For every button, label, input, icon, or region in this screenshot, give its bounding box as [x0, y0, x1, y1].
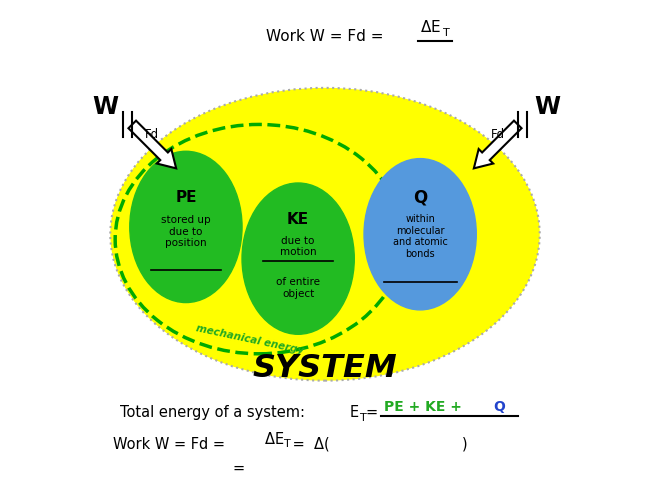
Text: =: = [365, 405, 377, 420]
FancyArrow shape [474, 121, 521, 168]
Text: KE: KE [287, 212, 309, 227]
Text: T: T [443, 28, 450, 38]
Text: Work W = Fd =: Work W = Fd = [112, 437, 225, 451]
Text: of entire
object: of entire object [276, 277, 320, 299]
Text: due to
motion: due to motion [280, 236, 317, 257]
Ellipse shape [364, 159, 476, 310]
Text: stored up
due to
position: stored up due to position [161, 215, 211, 248]
Ellipse shape [111, 88, 540, 381]
Text: within
molecular
and atomic
bonds: within molecular and atomic bonds [393, 214, 448, 259]
Ellipse shape [242, 183, 354, 334]
FancyArrow shape [129, 121, 176, 168]
Text: Fd: Fd [491, 128, 505, 141]
Text: =  Δ(: = Δ( [289, 437, 330, 451]
Text: T: T [359, 413, 367, 423]
Text: Fd: Fd [145, 128, 159, 141]
Text: SYSTEM: SYSTEM [253, 353, 397, 384]
Text: $\Delta$E: $\Delta$E [264, 431, 284, 447]
Text: Q: Q [493, 400, 505, 413]
Text: =: = [232, 461, 244, 476]
Text: W: W [534, 95, 560, 120]
Text: PE: PE [175, 190, 197, 205]
Text: T: T [284, 439, 291, 449]
Text: PE + KE +: PE + KE + [384, 400, 466, 413]
Text: Work W = Fd =: Work W = Fd = [266, 29, 384, 44]
Ellipse shape [130, 151, 242, 303]
Text: $\Delta$E: $\Delta$E [420, 19, 441, 35]
Text: mechanical energy: mechanical energy [194, 323, 304, 355]
Text: Total energy of a system:: Total energy of a system: [120, 405, 305, 420]
Text: ): ) [462, 437, 467, 451]
Text: W: W [92, 95, 118, 120]
Text: Q: Q [413, 189, 427, 206]
Text: E: E [350, 405, 359, 420]
